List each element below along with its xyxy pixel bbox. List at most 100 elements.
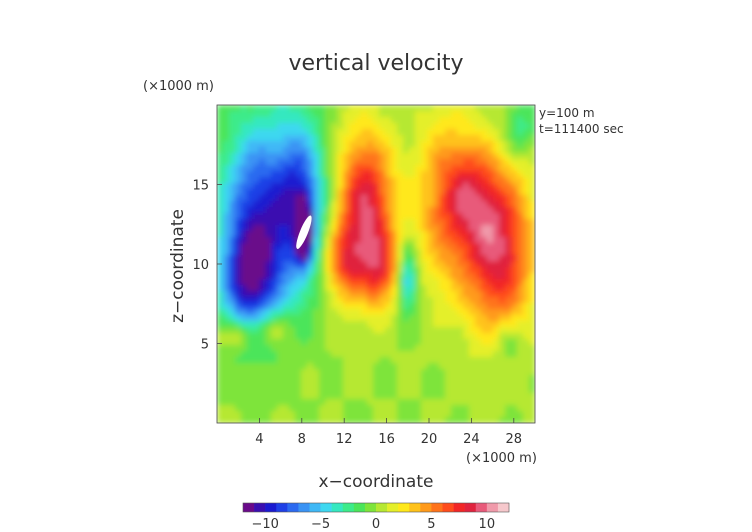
field-cell (253, 231, 260, 238)
field-cell (403, 369, 410, 376)
field-cell (235, 201, 242, 208)
field-cell (229, 381, 236, 388)
field-cell (445, 189, 452, 196)
field-cell (271, 273, 278, 280)
field-cell (415, 285, 422, 292)
field-cell (529, 159, 535, 166)
field-cell (469, 237, 476, 244)
field-cell (301, 207, 308, 214)
field-cell (439, 417, 446, 423)
field-cell (487, 291, 494, 298)
field-cell (499, 303, 506, 310)
field-cell (361, 189, 368, 196)
field-cell (511, 345, 518, 352)
field-cell (457, 117, 464, 124)
field-cell (217, 387, 224, 394)
field-cell (487, 351, 494, 358)
field-cell (271, 303, 278, 310)
field-cell (265, 405, 272, 412)
field-cell (499, 345, 506, 352)
field-cell (349, 135, 356, 142)
field-cell (355, 249, 362, 256)
field-cell (271, 219, 278, 226)
field-cell (223, 249, 230, 256)
field-cell (487, 381, 494, 388)
field-cell (241, 141, 248, 148)
field-cell (295, 393, 302, 400)
field-cell (439, 123, 446, 130)
field-cell (259, 117, 266, 124)
field-cell (409, 129, 416, 136)
field-cell (283, 105, 290, 112)
field-cell (343, 375, 350, 382)
field-cell (529, 237, 535, 244)
field-cell (397, 261, 404, 268)
field-cell (337, 111, 344, 118)
field-cell (487, 219, 494, 226)
field-cell (277, 201, 284, 208)
field-cell (253, 195, 260, 202)
field-cell (421, 165, 428, 172)
field-cell (319, 405, 326, 412)
field-cell (283, 327, 290, 334)
colorbar-swatch (475, 503, 488, 512)
field-cell (505, 165, 512, 172)
field-cell (409, 105, 416, 112)
field-cell (529, 171, 535, 178)
field-cell (337, 249, 344, 256)
field-cell (505, 315, 512, 322)
field-cell (223, 309, 230, 316)
field-cell (379, 117, 386, 124)
field-cell (421, 267, 428, 274)
field-cell (229, 159, 236, 166)
field-cell (271, 291, 278, 298)
field-cell (307, 129, 314, 136)
field-cell (499, 315, 506, 322)
field-cell (517, 249, 524, 256)
field-cell (277, 321, 284, 328)
field-cell (451, 315, 458, 322)
field-cell (301, 357, 308, 364)
field-cell (517, 207, 524, 214)
field-cell (493, 177, 500, 184)
colorbar-frame (242, 502, 510, 513)
field-cell (469, 195, 476, 202)
field-cell (415, 321, 422, 328)
field-cell (265, 249, 272, 256)
field-cell (325, 207, 332, 214)
field-cell (361, 309, 368, 316)
colorbar-tick-label: −10 (251, 517, 278, 532)
field-cell (277, 237, 284, 244)
field-cell (517, 333, 524, 340)
field-cell (313, 213, 320, 220)
field-cell (235, 333, 242, 340)
field-cell (277, 255, 284, 262)
field-cell (469, 303, 476, 310)
field-cell (379, 315, 386, 322)
field-cell (493, 327, 500, 334)
field-cell (307, 315, 314, 322)
field-cell (427, 387, 434, 394)
field-cell (277, 315, 284, 322)
field-cell (337, 321, 344, 328)
field-cell (433, 381, 440, 388)
field-cell (361, 237, 368, 244)
field-cell (265, 267, 272, 274)
field-cell (277, 207, 284, 214)
field-cell (295, 219, 302, 226)
field-cell (499, 171, 506, 178)
field-cell (349, 201, 356, 208)
field-cell (415, 327, 422, 334)
field-cell (289, 207, 296, 214)
field-cell (469, 315, 476, 322)
field-cell (457, 387, 464, 394)
field-cell (397, 267, 404, 274)
field-cell (331, 315, 338, 322)
field-cell (433, 315, 440, 322)
field-cell (343, 381, 350, 388)
field-cell (511, 393, 518, 400)
field-cell (325, 387, 332, 394)
field-cell (439, 159, 446, 166)
field-cell (361, 195, 368, 202)
field-cell (235, 273, 242, 280)
